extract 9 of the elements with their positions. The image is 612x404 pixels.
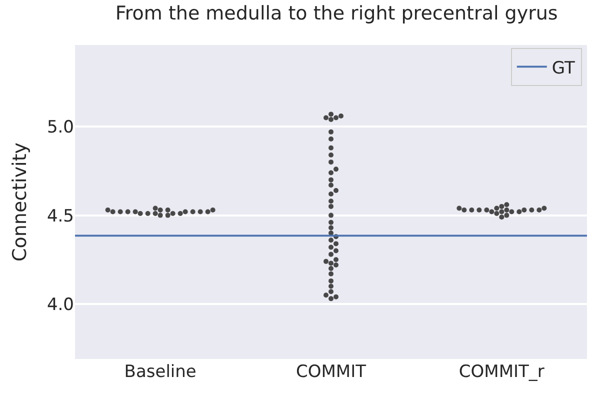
y-axis-title: Connectivity (8, 142, 31, 262)
x-tick-label: Baseline (124, 362, 196, 382)
y-tick-label: 5.0 (46, 118, 74, 138)
chart-title: From the medulla to the right precentral gyrus (115, 2, 558, 24)
y-tick-label: 4.0 (46, 294, 74, 315)
x-tick-label: COMMIT_r (458, 362, 544, 382)
y-tick-label: 4.5 (46, 206, 74, 226)
legend-label: GT (552, 58, 576, 78)
x-tick-label: COMMIT (296, 362, 367, 382)
